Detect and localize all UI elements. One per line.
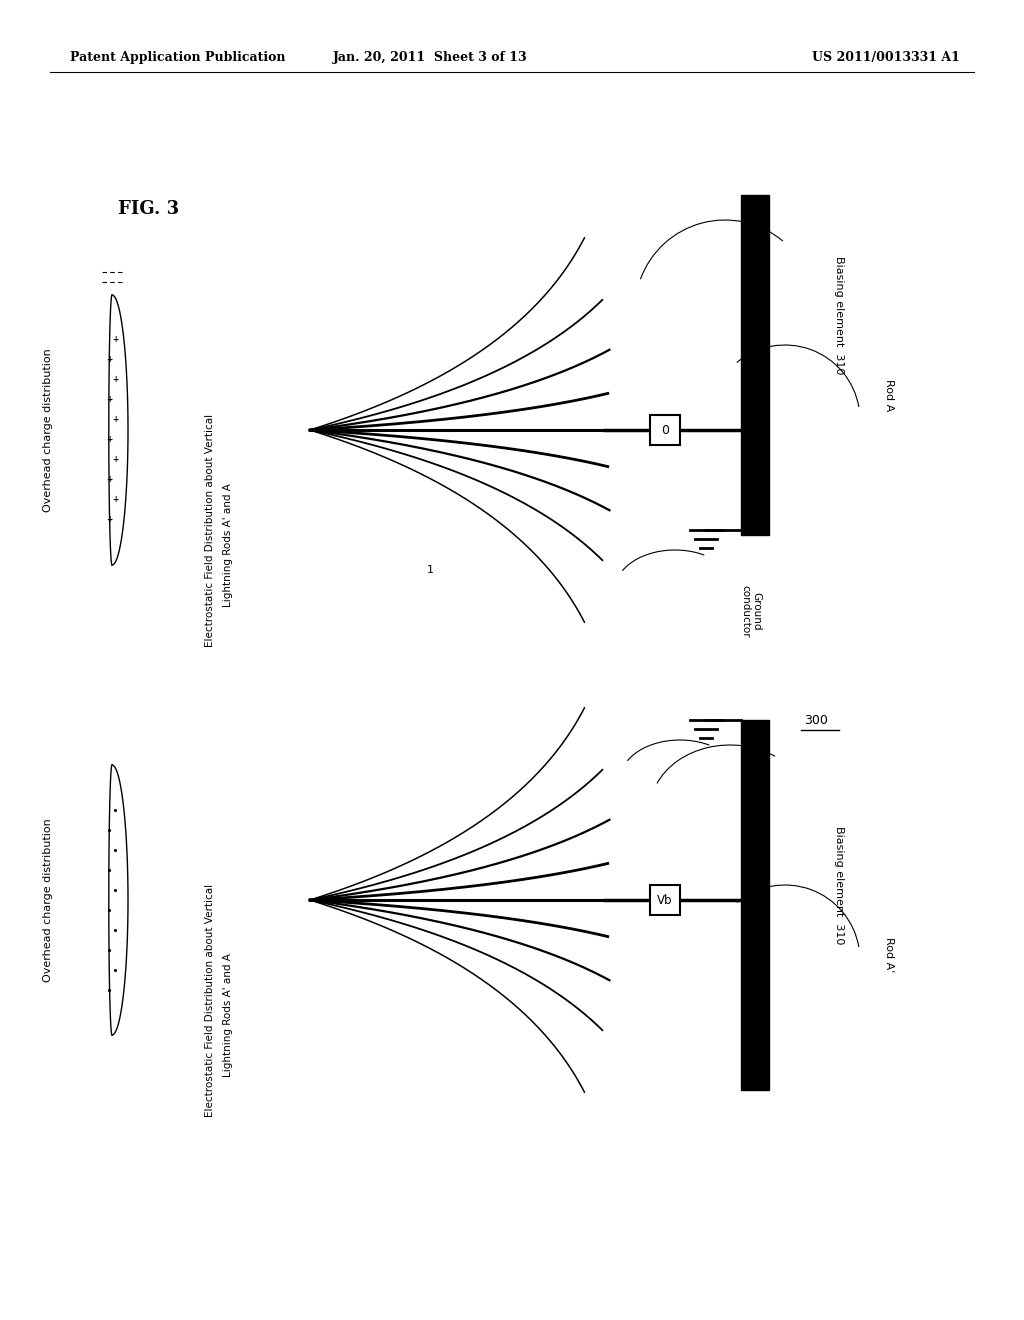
Text: FIG. 3: FIG. 3 [118,201,179,218]
Text: +: + [112,375,118,384]
Text: +: + [112,335,118,345]
Text: Rod A': Rod A' [884,937,894,973]
Text: Electrostatic Field Distribution about Vertical: Electrostatic Field Distribution about V… [205,413,215,647]
Text: Overhead charge distribution: Overhead charge distribution [43,818,53,982]
Text: 1: 1 [427,565,433,576]
Text: +: + [105,355,112,364]
Text: Electrostatic Field Distribution about Vertical: Electrostatic Field Distribution about V… [205,883,215,1117]
Text: +: + [112,455,118,465]
Text: Lightning Rods A' and A: Lightning Rods A' and A [223,483,233,607]
Text: +: + [105,396,112,404]
Text: Biasing element  310: Biasing element 310 [834,826,844,944]
Text: Patent Application Publication: Patent Application Publication [70,51,286,65]
Text: Vb: Vb [657,894,673,907]
Text: Ground
conductor: Ground conductor [745,775,767,828]
Text: Jan. 20, 2011  Sheet 3 of 13: Jan. 20, 2011 Sheet 3 of 13 [333,51,527,65]
Text: US 2011/0013331 A1: US 2011/0013331 A1 [812,51,961,65]
Bar [741,195,769,535]
Bar [741,719,769,1090]
Text: +: + [105,475,112,484]
Text: Ground
conductor: Ground conductor [740,585,762,638]
Text: 300: 300 [804,714,827,726]
Text: +: + [105,516,112,524]
Text: Rod A: Rod A [884,379,894,411]
Text: 0: 0 [662,424,669,437]
Text: Lightning Rods A' and A: Lightning Rods A' and A [223,953,233,1077]
Text: +: + [112,495,118,504]
Text: +: + [112,416,118,425]
Text: Overhead charge distribution: Overhead charge distribution [43,348,53,512]
Bar [650,414,680,445]
Text: +: + [105,436,112,445]
Text: Biasing element  310: Biasing element 310 [834,256,844,374]
Bar [650,884,680,915]
